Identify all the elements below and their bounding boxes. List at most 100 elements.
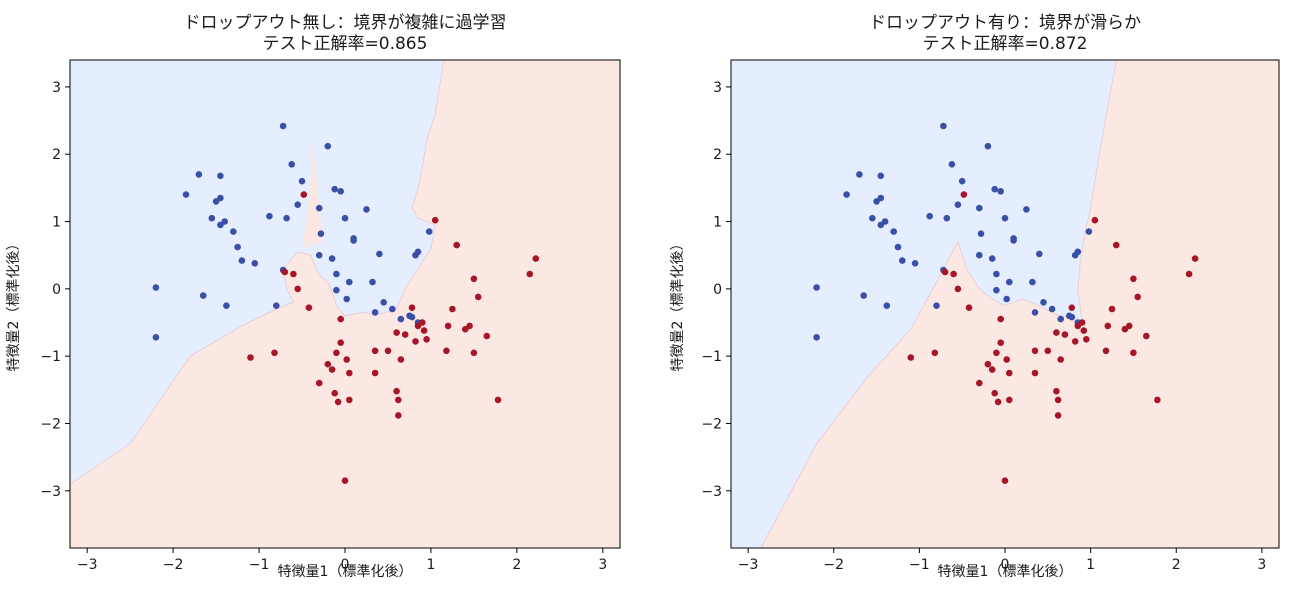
point-class1 — [395, 396, 402, 404]
y-tick-label: 1 — [713, 215, 722, 231]
point-class0 — [933, 302, 940, 310]
point-class0 — [943, 214, 951, 222]
x-axis-label: 特徴量1（標準化後） — [278, 564, 413, 580]
point-class0 — [238, 257, 246, 264]
point-class0 — [1085, 228, 1093, 235]
x-tick-label: 0 — [1001, 557, 1010, 573]
panel-2: −3 −2 −1 0 1 2 3 3 2 1 0 −1 −2 −3 ドロップアウト有り：境界が滑らかテスト正… — [670, 13, 1280, 580]
x-tick-label: 3 — [598, 557, 607, 573]
point-class0 — [1068, 313, 1076, 321]
point-class1 — [341, 477, 349, 485]
point-class0 — [988, 255, 996, 262]
point-class1 — [1080, 327, 1088, 334]
point-class1 — [281, 268, 289, 276]
x-tick-label: −1 — [249, 557, 270, 573]
point-class0 — [1006, 278, 1013, 286]
point-class1 — [453, 241, 461, 249]
point-class0 — [843, 191, 850, 198]
point-class1 — [1053, 387, 1060, 395]
point-class1 — [1134, 293, 1141, 301]
point-class0 — [883, 302, 891, 310]
y-tick-label: 2 — [52, 147, 61, 163]
point-class1 — [976, 379, 983, 387]
point-class1 — [1071, 338, 1079, 345]
point-class1 — [1091, 216, 1099, 224]
point-class0 — [977, 230, 985, 237]
x-tick-label: 1 — [1086, 557, 1095, 573]
point-class1 — [431, 216, 439, 224]
point-class0 — [993, 286, 1000, 294]
region-class0 — [731, 60, 1117, 548]
region-class1-spike — [302, 140, 323, 249]
point-class1 — [324, 360, 332, 368]
y-tick-label: 2 — [713, 147, 722, 163]
point-class0 — [152, 284, 160, 291]
point-class1 — [1054, 396, 1062, 404]
chart-subtitle: テスト正解率=0.872 — [923, 34, 1088, 54]
point-class1 — [343, 356, 351, 363]
point-class0 — [182, 191, 190, 198]
point-class0 — [315, 251, 323, 259]
point-class0 — [1048, 305, 1056, 313]
point-class0 — [869, 214, 876, 222]
point-class0 — [408, 313, 416, 321]
point-class1 — [1053, 329, 1060, 336]
point-class0 — [397, 315, 405, 323]
y-tick-label: 0 — [52, 282, 61, 298]
point-class1 — [397, 356, 405, 363]
point-class0 — [926, 212, 933, 220]
y-tick-label: 1 — [52, 215, 61, 231]
point-class0 — [860, 292, 867, 299]
point-class1 — [328, 366, 336, 373]
point-class1 — [1113, 241, 1120, 249]
y-tick-label: 0 — [713, 282, 722, 298]
point-class1 — [991, 389, 998, 397]
point-class0 — [230, 228, 237, 235]
plot-area — [731, 60, 1279, 548]
point-class1 — [1154, 396, 1161, 404]
point-class1 — [1057, 356, 1064, 363]
point-class1 — [395, 412, 402, 419]
point-class0 — [221, 218, 228, 225]
x-tick-label: −2 — [823, 557, 844, 573]
point-class0 — [234, 243, 241, 251]
point-class1 — [337, 339, 345, 347]
y-tick-label: −1 — [40, 349, 61, 365]
point-class1 — [337, 315, 345, 323]
point-class0 — [363, 206, 370, 213]
point-class0 — [195, 171, 203, 178]
x-axis-label: 特徴量1（標準化後） — [938, 564, 1073, 580]
point-class1 — [1068, 304, 1076, 312]
point-class0 — [881, 218, 889, 225]
point-class1 — [247, 354, 254, 361]
point-class1 — [346, 369, 353, 377]
y-tick-label: 3 — [52, 80, 61, 96]
point-class0 — [333, 286, 340, 294]
point-class1 — [997, 315, 1004, 323]
point-class1 — [984, 360, 992, 368]
point-class0 — [346, 278, 353, 286]
point-class0 — [279, 122, 287, 130]
point-class1 — [1006, 369, 1013, 377]
point-class0 — [328, 255, 336, 262]
point-class0 — [341, 214, 349, 222]
y-tick-label: −3 — [701, 484, 722, 500]
point-class0 — [1031, 309, 1039, 316]
point-class0 — [389, 305, 396, 313]
point-class0 — [425, 228, 433, 235]
x-tick-label: 2 — [1172, 557, 1181, 573]
point-class0 — [333, 270, 340, 278]
point-class1 — [444, 322, 452, 330]
chart-subtitle: テスト正解率=0.865 — [263, 34, 428, 54]
point-class1 — [470, 275, 478, 283]
point-class0 — [331, 185, 339, 193]
point-class0 — [877, 194, 885, 202]
y-tick-label: −2 — [701, 416, 722, 432]
point-class0 — [251, 260, 259, 267]
point-class1 — [420, 327, 428, 334]
point-class1 — [494, 396, 502, 404]
y-axis-label: 特徴量2（標準化後） — [670, 237, 686, 372]
point-class1 — [1130, 275, 1137, 283]
point-class0 — [223, 302, 230, 310]
point-class1 — [997, 339, 1004, 347]
